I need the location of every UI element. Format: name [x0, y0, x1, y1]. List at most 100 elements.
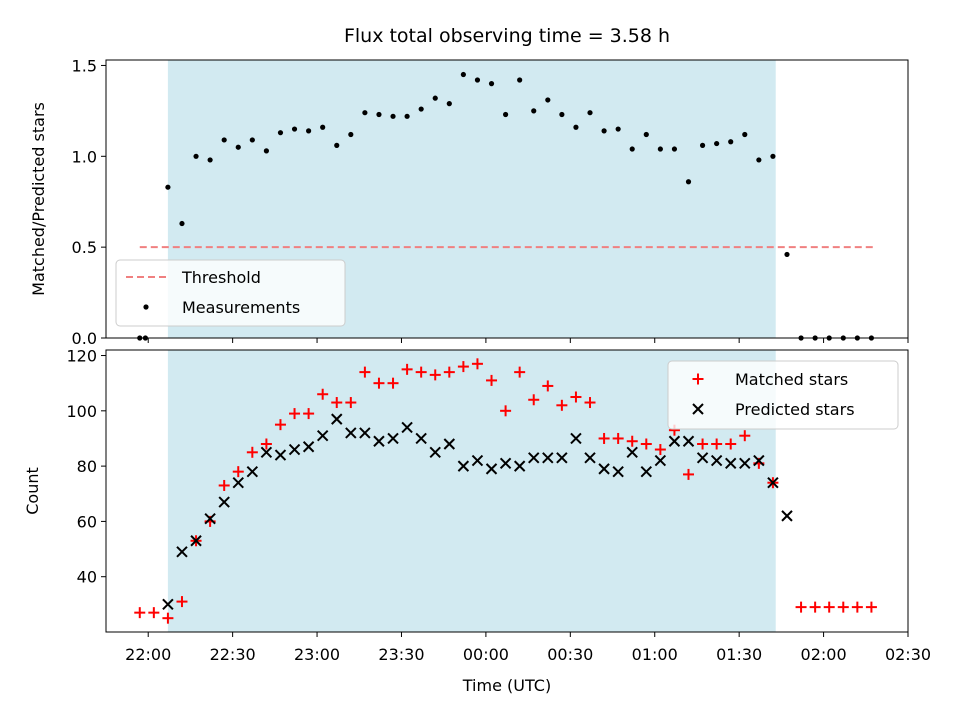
predicted-point	[331, 413, 343, 425]
predicted-point	[316, 429, 329, 442]
ratio-y-tick-label: 0.5	[72, 238, 97, 257]
measurement-point	[770, 153, 776, 159]
chart-title: Flux total observing time = 3.58 h	[344, 25, 670, 47]
predicted-point	[640, 465, 653, 478]
matched-point	[739, 430, 751, 442]
matched-point	[626, 435, 638, 447]
matched-point	[640, 438, 652, 450]
measurement-point	[685, 179, 692, 185]
cross-stroke-b	[556, 452, 568, 464]
count-panel-frame	[105, 349, 909, 633]
matched-point	[345, 397, 357, 409]
cross-stroke-b	[598, 463, 610, 475]
predicted-point	[710, 454, 723, 467]
measurement-point	[306, 128, 312, 134]
matched-point	[289, 408, 301, 420]
measurement-point	[728, 139, 734, 145]
count-x-tick-label: 22:00	[125, 645, 171, 664]
count-x-tick-label: 22:30	[210, 645, 256, 664]
measurement-point	[587, 110, 593, 116]
predicted-point	[682, 435, 695, 447]
count-y-tick-label: 60	[77, 512, 97, 531]
ratio-y-tick-label: 1.5	[72, 56, 97, 75]
matched-point	[711, 438, 723, 450]
matched-point	[598, 432, 610, 444]
measurement-point	[221, 137, 227, 143]
predicted-point	[753, 454, 765, 467]
cross-stroke-b	[668, 435, 681, 447]
cross-stroke-b	[612, 465, 624, 478]
predicted-point	[345, 427, 357, 439]
matched-point	[373, 377, 385, 389]
cross-stroke-b	[162, 598, 174, 611]
cross-stroke-b	[753, 454, 765, 467]
legend-matched-marker	[692, 373, 704, 385]
predicted-point	[626, 446, 638, 459]
cross-stroke-b	[274, 449, 287, 461]
cross-stroke-b	[640, 465, 653, 478]
matched-point	[612, 432, 624, 444]
matched-point	[654, 444, 666, 456]
predicted-point	[781, 510, 793, 522]
cross-stroke-b	[570, 432, 582, 445]
predicted-point	[668, 435, 681, 447]
matched-point	[246, 446, 258, 458]
measurement-point	[193, 153, 199, 159]
predicted-point	[584, 452, 596, 464]
matched-point	[697, 438, 709, 450]
legend-predicted-label: Predicted stars	[735, 400, 855, 419]
cross-stroke-b	[692, 403, 704, 415]
count-y-tick-label: 40	[77, 568, 97, 587]
legend-matched-label: Matched stars	[735, 370, 848, 389]
predicted-point	[387, 432, 399, 445]
predicted-point	[190, 535, 202, 547]
ratio-y-tick-label: 1.0	[72, 147, 97, 166]
matched-point	[556, 399, 568, 411]
cross-stroke-b	[725, 457, 737, 470]
measurement-point	[601, 128, 607, 134]
predicted-point	[232, 476, 244, 489]
predicted-point	[654, 454, 667, 467]
measurement-point	[277, 130, 284, 136]
measurement-point	[418, 106, 424, 112]
measurement-point	[657, 146, 663, 152]
cross-stroke-b	[542, 452, 554, 464]
matched-point	[218, 479, 230, 491]
predicted-point	[513, 460, 526, 472]
count-x-tick-label: 23:00	[294, 645, 340, 664]
measurement-point	[460, 71, 466, 78]
matched-point	[795, 601, 807, 613]
count-x-tick-label: 02:00	[801, 645, 847, 664]
measurement-point	[545, 97, 551, 103]
matched-point	[415, 366, 427, 378]
cross-stroke-b	[485, 463, 498, 475]
measurement-point	[291, 126, 298, 132]
count-x-tick-label: 23:30	[378, 645, 424, 664]
predicted-point	[485, 463, 498, 475]
measurement-point	[629, 146, 635, 152]
predicted-point	[401, 421, 413, 434]
cross-stroke-b	[246, 465, 259, 478]
cross-stroke-b	[457, 460, 470, 472]
measurement-point	[643, 131, 649, 138]
measurement-point	[263, 148, 269, 154]
measurement-point	[179, 220, 185, 227]
matched-point	[528, 394, 540, 406]
predicted-point	[176, 546, 188, 558]
measurement-point	[432, 95, 438, 101]
count-y-axis-label: Count	[23, 467, 42, 515]
cross-stroke-b	[331, 413, 343, 425]
matched-point	[584, 397, 596, 409]
ratio-panel-frame	[105, 59, 909, 339]
measurement-point	[531, 108, 537, 114]
cross-stroke-b	[415, 432, 427, 445]
cross-stroke-b	[528, 452, 540, 464]
legend-threshold-label: Threshold	[181, 268, 261, 287]
matched-point	[317, 388, 329, 400]
predicted-point	[162, 598, 174, 611]
cross-stroke-b	[176, 546, 188, 558]
predicted-point	[556, 452, 568, 464]
predicted-point	[725, 457, 737, 470]
cross-stroke-b	[696, 452, 709, 464]
count-legend: Matched stars Predicted stars	[667, 360, 899, 430]
